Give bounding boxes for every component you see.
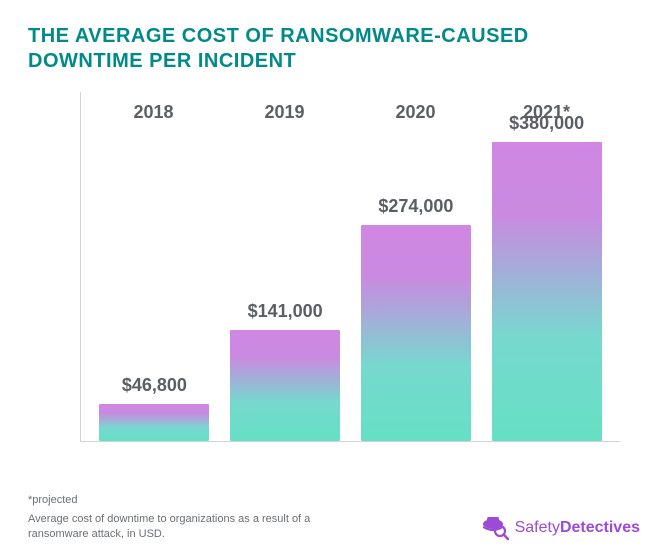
brand-name: SafetyDetectives — [515, 519, 640, 537]
bar-col-2021: $380,000 — [481, 92, 612, 441]
bar — [361, 225, 471, 441]
footnote-description: Average cost of downtime to organization… — [28, 512, 328, 542]
detective-mascot-icon — [479, 514, 509, 542]
brand-name-bold: Detectives — [560, 519, 640, 536]
footnote-projected: *projected — [28, 493, 328, 508]
bar — [99, 404, 209, 441]
bar-value-label: $274,000 — [378, 196, 453, 217]
bar — [230, 330, 340, 441]
chart-title: THE AVERAGE COST OF RANSOMWARE-CAUSED DO… — [28, 24, 640, 74]
bar-col-2019: $141,000 — [220, 92, 351, 441]
bars-container: $46,800 $141,000 $274,000 $380,000 — [81, 92, 620, 441]
brand-logo: SafetyDetectives — [479, 514, 640, 542]
bar — [492, 142, 602, 441]
footnotes: *projected Average cost of downtime to o… — [28, 493, 328, 542]
bar-col-2020: $274,000 — [351, 92, 482, 441]
plot-frame: $46,800 $141,000 $274,000 $380,000 — [80, 92, 620, 442]
bar-value-label: $141,000 — [248, 301, 323, 322]
bar-col-2018: $46,800 — [89, 92, 220, 441]
bar-value-label: $380,000 — [509, 113, 584, 134]
chart-area: $46,800 $141,000 $274,000 $380,000 2018 … — [80, 92, 620, 442]
brand-name-light: Safety — [515, 519, 560, 536]
bar-value-label: $46,800 — [122, 375, 187, 396]
footer: *projected Average cost of downtime to o… — [28, 493, 640, 542]
